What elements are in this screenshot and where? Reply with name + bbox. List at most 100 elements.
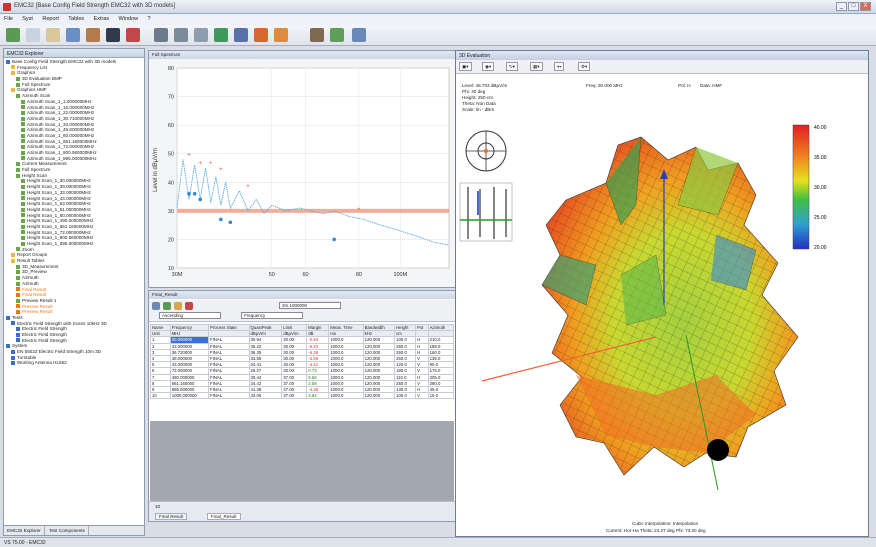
tree-node[interactable]: Electric Field Strength xyxy=(4,332,144,338)
monitor-icon[interactable] xyxy=(106,28,120,42)
minimize-button[interactable]: _ xyxy=(836,2,847,11)
camera-icon[interactable]: ◉▾ xyxy=(482,62,495,71)
tree-node[interactable]: Current Measurement xyxy=(4,161,144,167)
maximize-button[interactable]: □ xyxy=(848,2,859,11)
tree-node[interactable]: Azimuth Scan_1_22.000000MHz xyxy=(4,110,144,116)
tree-node[interactable]: Height Scan_1_61.000000MHz xyxy=(4,207,144,213)
column-select[interactable]: Frequency xyxy=(241,312,303,319)
close-button[interactable]: X xyxy=(860,2,871,11)
table-row[interactable]: 5 43.000000 FINAL 34.41 30.00 -4.41 1000.0 120.… xyxy=(150,361,455,369)
tree-node[interactable]: EN 55022 Electric Field Strength 10m 3D xyxy=(4,349,144,355)
table-row[interactable]: 3 36.720000 FINAL 36.35 30.00 -6.35 1000.0 120.… xyxy=(150,348,455,356)
max-marker[interactable] xyxy=(707,439,729,461)
tree-node[interactable]: Height Scan_1_33.000000MHz xyxy=(4,190,144,196)
tree-node[interactable]: Height Scan_1_661.160000MHz xyxy=(4,224,144,230)
run-icon[interactable] xyxy=(214,28,228,42)
tree-node[interactable]: Full Spectrum xyxy=(4,82,144,88)
report-icon[interactable] xyxy=(66,28,80,42)
tree-node[interactable]: Graphics HMF xyxy=(4,87,144,93)
tree-node[interactable]: 3D Evaluation BMP xyxy=(4,76,144,82)
export-icon[interactable] xyxy=(174,302,182,310)
tree-node[interactable]: System xyxy=(4,343,144,349)
3d-pattern-view[interactable]: 40.00 35.00 30.00 25.00 20.00 xyxy=(456,75,868,535)
plugin-icon[interactable] xyxy=(330,28,344,42)
tree-node[interactable]: Azimuth Scan_1_661.160000MHz xyxy=(4,139,144,145)
evaluate-dropdown-icon[interactable] xyxy=(274,28,288,42)
tree-node[interactable]: Height Scan_1_72.000000MHz xyxy=(4,230,144,236)
tree-node[interactable]: Height Scan_1_30.000000MHz xyxy=(4,178,144,184)
tree-node[interactable]: Azimuth Scan_1_895.000000MHz xyxy=(4,156,144,162)
tree-node[interactable]: Azimuth Scan xyxy=(4,93,144,99)
sort-select[interactable]: Ascending xyxy=(159,312,221,319)
tree-node[interactable]: Height Scan_1_490.000000MHz xyxy=(4,218,144,224)
tree-node[interactable]: Azimuth Scan_1_33.000000MHz xyxy=(4,122,144,128)
tree-node[interactable]: Turntable xyxy=(4,355,144,361)
menu-file[interactable]: File xyxy=(4,16,13,22)
tree-node[interactable]: Height Scan_1_53.000000MHz xyxy=(4,201,144,207)
tree-node[interactable]: Height Scan_1_60.000000MHz xyxy=(4,213,144,219)
tree-node[interactable]: Preview Result 1 xyxy=(4,298,144,304)
tree-node[interactable]: Final Result xyxy=(4,292,144,298)
tree-node[interactable]: Azimuth xyxy=(4,275,144,281)
tree-node[interactable]: Height Scan_1_895.000000MHz xyxy=(4,241,144,247)
tree-node[interactable]: 3D_Preview xyxy=(4,269,144,275)
tree-node[interactable]: Preview Result xyxy=(4,304,144,310)
tools-icon[interactable] xyxy=(310,28,324,42)
instrument-icon[interactable] xyxy=(154,28,168,42)
tree-node[interactable]: Azimuth Scan_1_72.000000MHz xyxy=(4,144,144,150)
record-icon[interactable] xyxy=(126,28,140,42)
tab-test-components[interactable]: Test Components xyxy=(46,526,89,535)
tree-node[interactable]: Graphics xyxy=(4,70,144,76)
tab-final-result[interactable]: Final Result xyxy=(155,513,188,520)
menu-report[interactable]: Report xyxy=(42,16,59,22)
tab-final-result-2[interactable]: Final_Result xyxy=(207,513,241,520)
table-row[interactable]: 6 72.000000 FINAL 29.27 30.00 0.73 1000.0 120.0… xyxy=(150,367,455,375)
tree-node[interactable]: Electric Field Strength xyxy=(4,338,144,344)
tree-node[interactable]: Azimuth Scan_1_49.600000MHz xyxy=(4,127,144,133)
tree-node[interactable]: Electric Field Strength xyxy=(4,326,144,332)
device-icon[interactable] xyxy=(86,28,100,42)
tree-node[interactable]: Preview Result xyxy=(4,309,144,315)
view-icon[interactable]: ▣▾ xyxy=(459,62,472,71)
table-row[interactable]: 1 30.000000 FINAL 30.94 30.00 -0.94 1000.0 120.… xyxy=(150,336,455,344)
menu-help[interactable]: ? xyxy=(147,16,151,22)
tab-emc32-explorer[interactable]: EMC32 Explorer xyxy=(4,526,45,535)
tree-node[interactable]: Zoom xyxy=(4,247,144,253)
tree-node[interactable]: Report Groups xyxy=(4,252,144,258)
save-icon[interactable] xyxy=(152,302,160,310)
settings-icon[interactable]: ⚙▾ xyxy=(578,62,591,71)
tree-node[interactable]: Azimuth Scan_1_1.000000MHz xyxy=(4,99,144,105)
tree-node[interactable]: Height Scan xyxy=(4,173,144,179)
table-row[interactable]: 9 895.000000 FINAL 41.38 37.00 -4.38 1000.0 120… xyxy=(150,385,455,394)
tree-node[interactable]: Azimuth Scan_1_30.710000MHz xyxy=(4,116,144,122)
grid-icon[interactable]: ▦▾ xyxy=(530,62,543,71)
tree-node[interactable]: Height Scan_1_43.000000MHz xyxy=(4,196,144,202)
tree-node[interactable]: Azimuth Scan_1_800.560000MHz xyxy=(4,150,144,156)
graph-icon[interactable] xyxy=(26,28,40,42)
tree-node[interactable]: Electric Field Strength with Scans 10kHz… xyxy=(4,321,144,327)
print-icon[interactable] xyxy=(163,302,171,310)
tree-node[interactable]: Frequency List xyxy=(4,65,144,71)
tree-node[interactable]: Azimuth xyxy=(4,281,144,287)
menu-window[interactable]: Window xyxy=(118,16,139,22)
tree-node[interactable]: 3D_Measurement xyxy=(4,264,144,270)
instrument3-icon[interactable] xyxy=(194,28,208,42)
delete-icon[interactable] xyxy=(185,302,193,310)
tree-node[interactable]: Final Result xyxy=(4,287,144,293)
tree-node[interactable]: Result Tables xyxy=(4,258,144,264)
tree-node[interactable]: Tests xyxy=(4,315,144,321)
cursor-icon[interactable]: ⌖▾ xyxy=(554,62,565,71)
rotate-icon[interactable]: ↻▾ xyxy=(506,62,519,71)
tree-node[interactable]: Base Config Field Strength EMC32 with 3D… xyxy=(4,59,144,65)
instrument2-icon[interactable] xyxy=(174,28,188,42)
network-icon[interactable] xyxy=(352,28,366,42)
table-row[interactable]: 10 1000.000000 FINAL 33.06 37.00 3.94 1000.0 12… xyxy=(150,392,455,400)
tree-node[interactable]: Height Scan_1_800.560000MHz xyxy=(4,235,144,241)
tree-node[interactable]: Full Spectrum xyxy=(4,167,144,173)
config-icon[interactable] xyxy=(234,28,248,42)
table-icon[interactable] xyxy=(46,28,60,42)
tree-node[interactable]: Height Scan_1_39.000000MHz xyxy=(4,184,144,190)
tree-node[interactable]: Working Antenna HL562 xyxy=(4,360,144,366)
menu-syst[interactable]: Syst xyxy=(22,16,33,22)
